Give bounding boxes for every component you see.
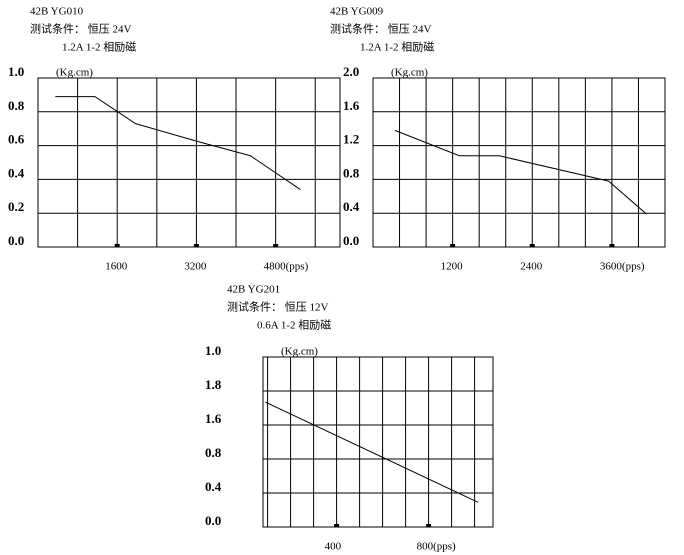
y-tick-label: 0.8 [205, 445, 222, 460]
x-tick-label: 3200 [184, 261, 207, 273]
y-unit: (Kg.cm) [56, 67, 93, 79]
x-tick-label: 2400 [520, 261, 543, 273]
chart-title: 42B YG201 [227, 284, 280, 296]
y-tick-label: 0.0 [8, 233, 24, 248]
tick-mark [450, 244, 456, 247]
x-tick-label: 800(pps) [417, 541, 456, 553]
plot-frame [372, 77, 666, 248]
y-tick-label: 0.4 [8, 165, 25, 180]
y-tick-label: 0.4 [205, 479, 222, 494]
torque-curve [394, 129, 647, 215]
x-tick-label: 3600(pps) [600, 261, 645, 273]
tick-mark [609, 244, 615, 247]
plot-frame [37, 77, 341, 248]
x-tick-label: 1600 [105, 261, 128, 273]
y-tick-label: 0.8 [343, 165, 360, 180]
y-tick-label: 1.8 [205, 377, 222, 392]
y-tick-label: 1.0 [8, 64, 24, 79]
annotation: 测试条件： 恒压 24V [330, 22, 431, 36]
y-tick-label: 0.2 [8, 199, 24, 214]
tick-mark [193, 244, 199, 247]
y-tick-label: 1.2 [343, 132, 359, 147]
tick-mark [273, 244, 279, 247]
y-tick-label: 2.0 [343, 64, 359, 79]
annotation: 1.2A 1-2 相励磁 [62, 41, 136, 54]
y-tick-label: 1.6 [205, 411, 222, 426]
annotation: 测试条件： 恒压 24V [30, 22, 131, 36]
y-tick-label: 1.6 [343, 98, 360, 113]
x-tick-label: 400 [325, 541, 342, 553]
y-tick-label: 0.6 [8, 132, 25, 147]
torque-curve [55, 96, 301, 190]
y-tick-label: 0.0 [343, 233, 359, 248]
annotation: 测试条件： 恒压 12V [227, 300, 328, 314]
x-tick-label: 4800(pps) [264, 261, 309, 273]
tick-mark [114, 244, 120, 247]
y-unit: (Kg.cm) [391, 67, 428, 79]
x-tick-label: 1200 [441, 261, 464, 273]
torque-curve [265, 401, 479, 503]
tick-mark [426, 524, 432, 527]
annotation: 0.6A 1-2 相励磁 [257, 319, 331, 332]
y-tick-label: 1.0 [205, 343, 221, 358]
annotation: 1.2A 1-2 相励磁 [360, 41, 434, 54]
tick-mark [334, 524, 340, 527]
y-tick-label: 0.4 [343, 199, 360, 214]
y-unit: (Kg.cm) [281, 346, 318, 358]
plot-frame [262, 356, 494, 528]
y-tick-label: 0.0 [205, 513, 221, 528]
chart-title: 42B YG010 [30, 6, 84, 18]
tick-mark [529, 244, 535, 247]
chart-title: 42B YG009 [330, 6, 384, 18]
y-tick-label: 0.8 [8, 98, 25, 113]
